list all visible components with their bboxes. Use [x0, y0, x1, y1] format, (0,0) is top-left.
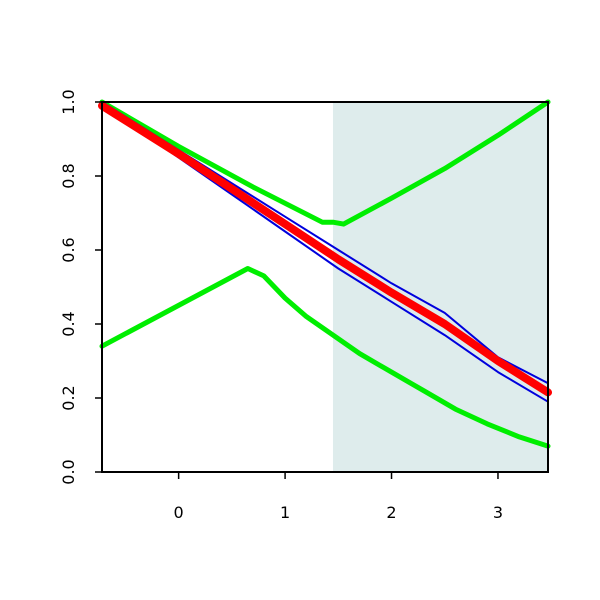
- x-tick-label: 2: [386, 503, 396, 522]
- x-tick-label: 0: [174, 503, 184, 522]
- y-tick-label: 1.0: [59, 89, 78, 114]
- x-tick-label: 1: [280, 503, 290, 522]
- shaded-region: [332, 102, 548, 472]
- series-line-1: [99, 266, 551, 449]
- y-tick-label: 0.0: [59, 459, 78, 484]
- y-tick-label: 0.2: [59, 385, 78, 410]
- y-tick-label: 0.8: [59, 163, 78, 188]
- plot-background: [332, 102, 548, 472]
- series-line-5: [98, 101, 552, 397]
- series-group: [98, 99, 552, 449]
- x-tick-label: 3: [493, 503, 503, 522]
- y-tick-label: 0.4: [59, 311, 78, 336]
- x-axis: 0 1 2 3: [174, 472, 503, 522]
- plot-frame: [101, 101, 549, 473]
- series-line-2: [99, 99, 551, 227]
- y-axis: 0.0 0.2 0.4 0.6 0.8 1.0: [59, 89, 102, 485]
- y-tick-label: 0.6: [59, 237, 78, 262]
